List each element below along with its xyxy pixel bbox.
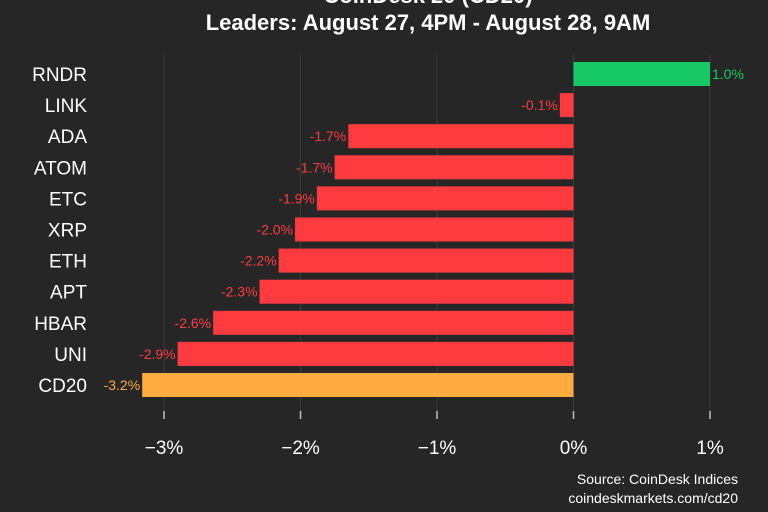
data-label: -2.6% bbox=[175, 315, 212, 331]
data-label: -3.2% bbox=[104, 377, 141, 393]
data-label: -0.1% bbox=[521, 97, 558, 113]
data-label: -2.3% bbox=[221, 284, 258, 300]
bar-xrp bbox=[295, 217, 574, 242]
x-tick-label: −3% bbox=[145, 438, 184, 459]
data-label: -2.2% bbox=[240, 253, 277, 269]
category-label: CD20 bbox=[38, 376, 87, 397]
category-label: ETH bbox=[49, 252, 87, 273]
source-label: Source: CoinDesk Indices bbox=[577, 471, 738, 487]
category-label: ADA bbox=[48, 127, 87, 148]
category-label: HBAR bbox=[34, 314, 87, 335]
bar-rndr bbox=[573, 62, 710, 86]
bar-eth bbox=[278, 248, 574, 273]
bars-layer: RNDR 1.0% LINK -0.1% ADA -1.7% ATOM -1.7% ETC -1.… bbox=[32, 62, 744, 397]
source-url: coindeskmarkets.com/cd20 bbox=[568, 490, 738, 506]
category-label: LINK bbox=[45, 96, 88, 117]
data-label: -2.0% bbox=[256, 222, 293, 238]
data-label: -1.7% bbox=[310, 128, 347, 144]
bar-uni bbox=[177, 341, 574, 366]
category-label: XRP bbox=[48, 221, 87, 242]
category-label: ATOM bbox=[34, 158, 87, 179]
x-tick-label: 0% bbox=[560, 438, 588, 459]
category-label: RNDR bbox=[32, 65, 87, 86]
category-label: APT bbox=[50, 283, 87, 304]
category-label: ETC bbox=[49, 189, 87, 210]
chart-title: CoinDesk 20 (CD20) bbox=[323, 0, 532, 8]
data-label: -1.9% bbox=[278, 190, 315, 206]
data-label: -1.7% bbox=[296, 159, 333, 175]
chart-subtitle: Leaders: August 27, 4PM - August 28, 9AM bbox=[206, 10, 651, 35]
bar-atom bbox=[334, 155, 574, 180]
bar-ada bbox=[348, 124, 574, 149]
category-label: UNI bbox=[54, 345, 87, 366]
bar-cd20 bbox=[142, 373, 574, 397]
data-label: 1.0% bbox=[712, 66, 744, 82]
bar-apt bbox=[259, 279, 574, 304]
x-tick-label: −1% bbox=[418, 438, 457, 459]
bar-etc bbox=[316, 186, 574, 211]
data-label: -2.9% bbox=[139, 346, 176, 362]
x-tick-label: 1% bbox=[696, 438, 724, 459]
x-tick-label: −2% bbox=[281, 438, 320, 459]
bar-link bbox=[559, 93, 574, 118]
bar-hbar bbox=[213, 310, 574, 335]
